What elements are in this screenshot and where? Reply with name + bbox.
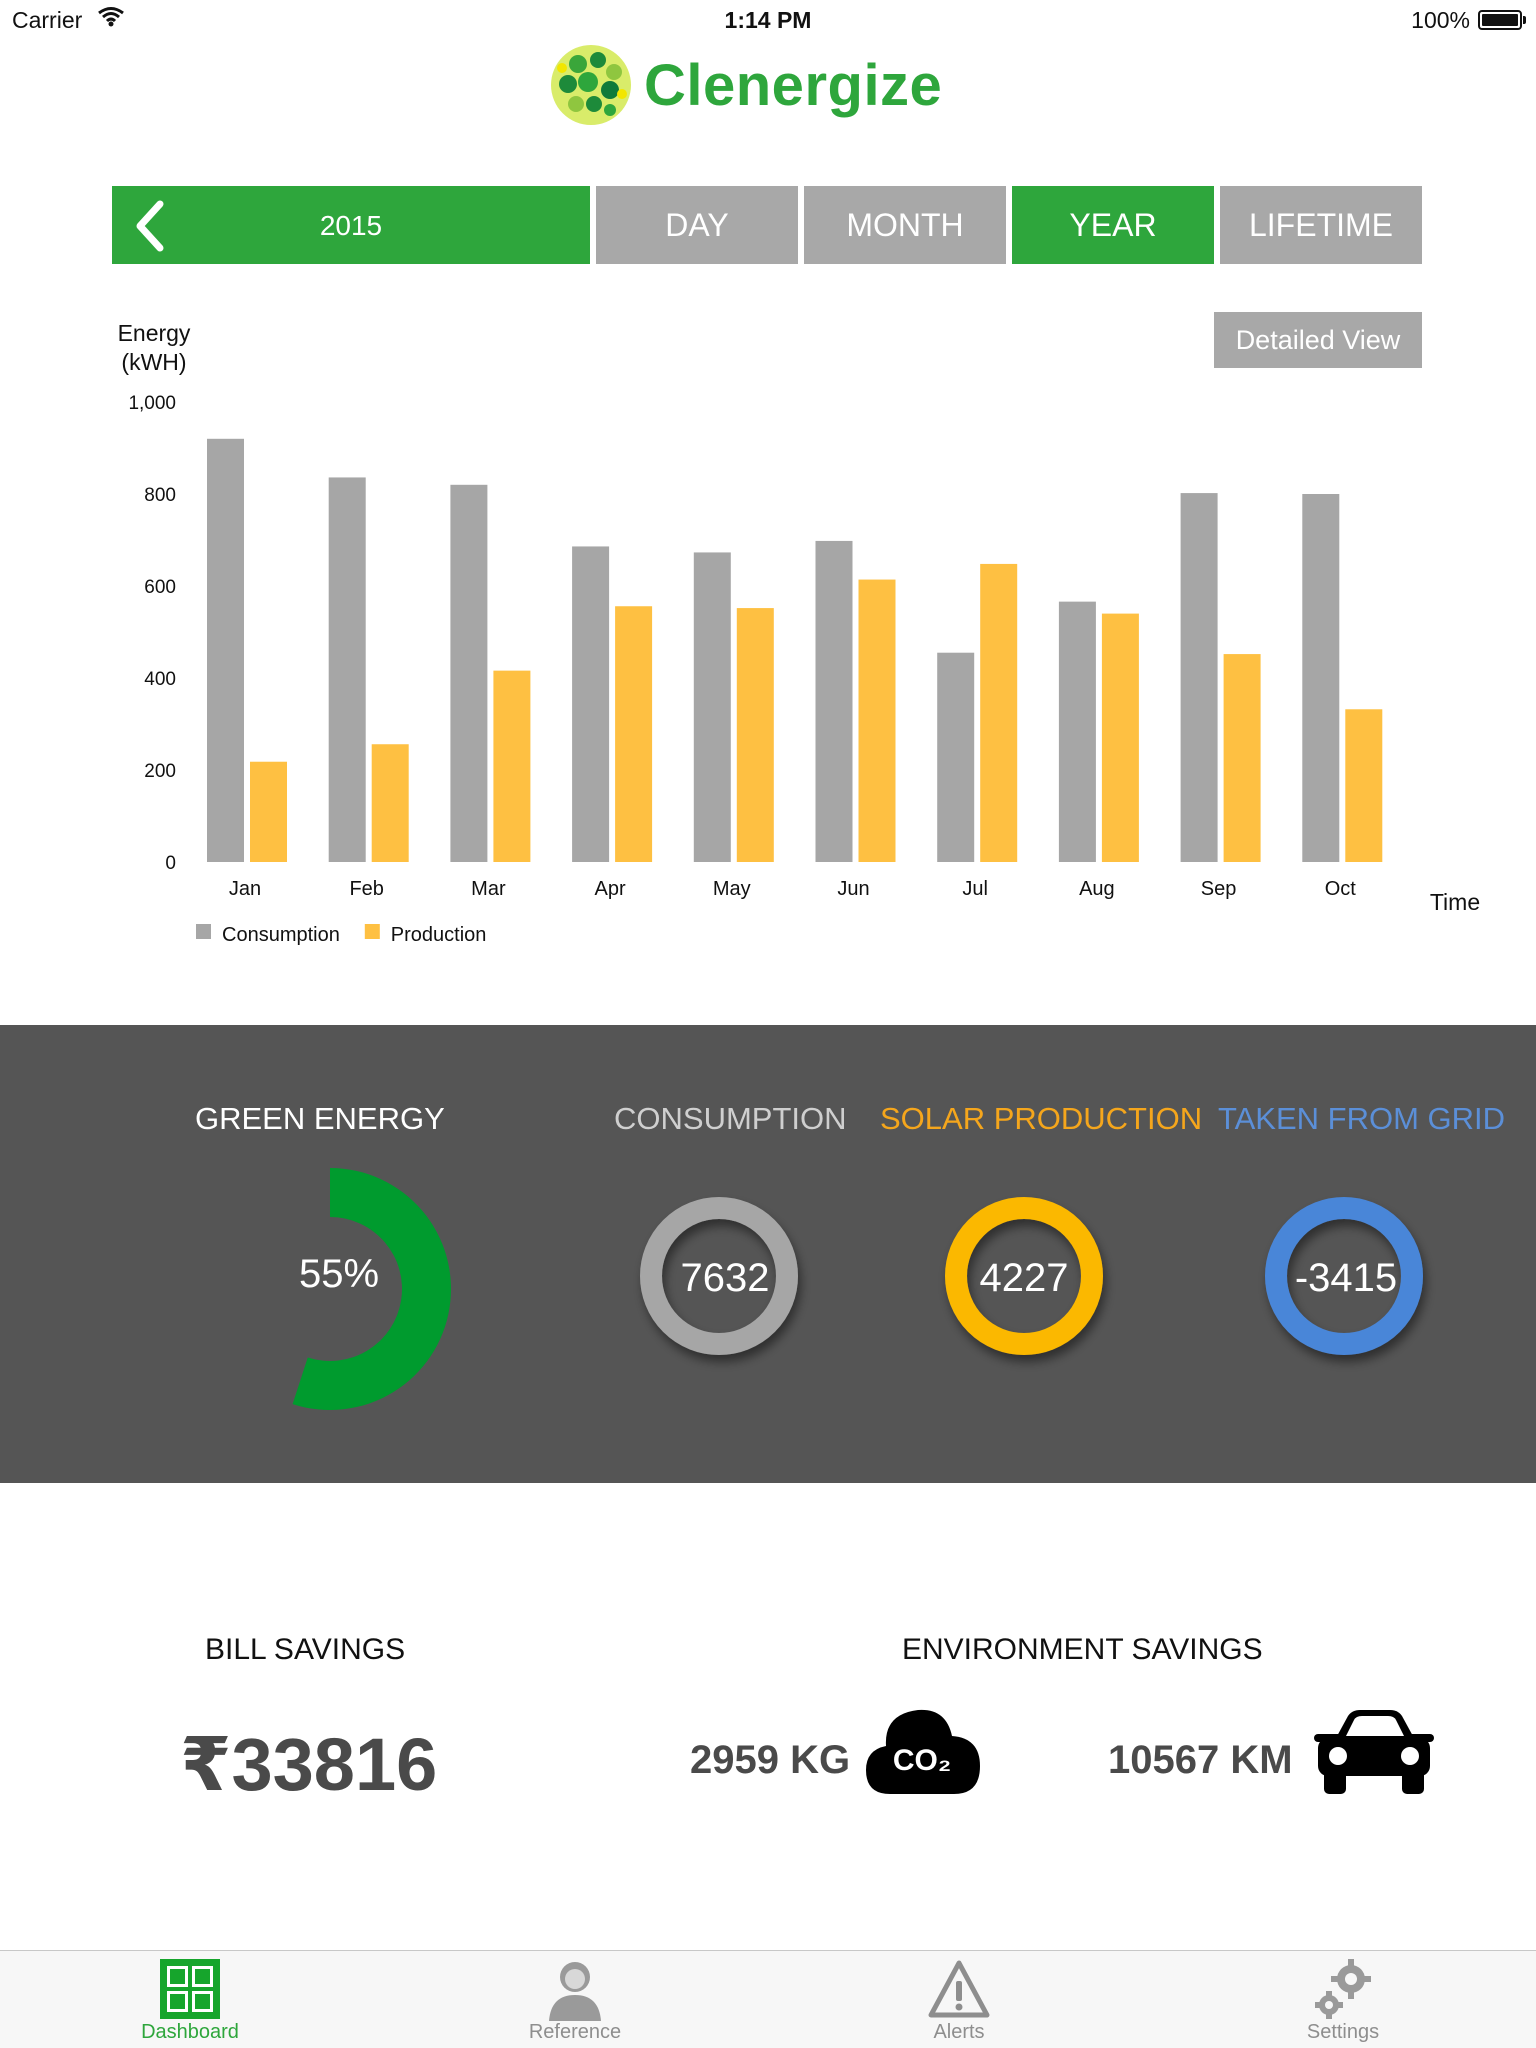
production-bar xyxy=(615,606,653,862)
production-bar xyxy=(493,670,531,862)
y-tick-label: 1,000 xyxy=(128,393,176,414)
clock: 1:14 PM xyxy=(724,7,812,33)
x-tick-label: Mar xyxy=(471,878,506,900)
tab-alerts[interactable]: Alerts xyxy=(859,1951,1059,2048)
battery-icon xyxy=(1478,10,1526,30)
green-energy-arc xyxy=(292,1168,451,1410)
green-energy-value: 55% xyxy=(299,1252,379,1296)
x-tick-label: Apr xyxy=(595,878,626,900)
grid-value: -3415 xyxy=(1295,1256,1397,1300)
co2-cloud-icon: CO₂ xyxy=(862,1700,984,1805)
consumption-bar xyxy=(328,477,366,862)
production-bar xyxy=(1223,654,1261,862)
grid-ring xyxy=(1265,1197,1423,1355)
green-energy-title: GREEN ENERGY xyxy=(195,1101,445,1136)
legend-consumption-label: Consumption xyxy=(222,924,340,946)
consumption-bar xyxy=(937,652,975,862)
x-tick-label: Sep xyxy=(1201,878,1237,900)
carrier-label: Carrier xyxy=(12,7,83,33)
tab-day[interactable]: DAY xyxy=(596,186,798,264)
solar-production-value: 4227 xyxy=(980,1256,1069,1300)
consumption-bar xyxy=(450,484,488,862)
x-tick-label: Jul xyxy=(962,878,988,900)
logo-globe-icon xyxy=(548,42,634,128)
x-tick-label: Jun xyxy=(837,878,869,900)
y-tick-label: 0 xyxy=(165,853,176,874)
production-bar xyxy=(858,579,896,862)
x-tick-label: Feb xyxy=(349,878,383,900)
tab-dashboard-label: Dashboard xyxy=(141,2021,239,2043)
tab-bar: Dashboard Reference Alerts xyxy=(0,1950,1536,2048)
car-icon xyxy=(1312,1708,1436,1801)
legend-consumption-swatch xyxy=(196,924,211,939)
taken-from-grid-title: TAKEN FROM GRID xyxy=(1218,1101,1506,1136)
bill-savings-value: ₹33816 xyxy=(180,1723,438,1806)
tab-reference[interactable]: Reference xyxy=(475,1951,675,2048)
x-tick-label: Jan xyxy=(229,878,261,900)
tab-lifetime[interactable]: LIFETIME xyxy=(1220,186,1422,264)
x-axis-title: Time xyxy=(1430,889,1480,915)
y-tick-label: 400 xyxy=(144,669,176,690)
dashboard-grid-icon xyxy=(158,1957,222,2021)
production-bar xyxy=(1101,613,1139,862)
y-axis-unit: (kWH) xyxy=(121,349,186,375)
energy-bar-chart: Energy (kWH) 0 200 400 600 800 1,000 Jan Feb Mar Ap… xyxy=(118,320,1481,946)
consumption-bar xyxy=(1058,601,1096,862)
tab-reference-label: Reference xyxy=(528,2021,622,2043)
co2-icon-text: CO₂ xyxy=(893,1744,951,1777)
battery-percent: 100% xyxy=(1411,7,1470,33)
stats-panel: 55% 7632 4227 -3415 GREEN ENERGY CONSUMP… xyxy=(0,1025,1536,1483)
current-year-label: 2015 xyxy=(319,210,383,241)
tab-settings[interactable]: Settings xyxy=(1243,1951,1443,2048)
y-axis-title: Energy xyxy=(118,320,191,346)
y-tick-label: 200 xyxy=(144,761,176,782)
tab-alerts-label: Alerts xyxy=(933,2021,985,2043)
consumption-bar xyxy=(1302,494,1340,862)
chevron-left-icon[interactable] xyxy=(132,200,166,257)
production-bar xyxy=(250,761,287,862)
tab-year[interactable]: YEAR xyxy=(1012,186,1214,264)
gears-icon xyxy=(1311,1957,1375,2021)
tab-month[interactable]: MONTH xyxy=(804,186,1006,264)
production-bar xyxy=(371,744,409,862)
x-tick-label: May xyxy=(713,878,751,900)
production-bar xyxy=(736,608,774,862)
brand-name: Clenergize xyxy=(644,52,943,118)
production-bar xyxy=(980,563,1018,862)
tab-dashboard[interactable]: Dashboard xyxy=(90,1951,290,2048)
consumption-value: 7632 xyxy=(681,1256,770,1300)
production-bar xyxy=(1345,709,1383,862)
year-navigator: 2015 xyxy=(112,186,590,264)
consumption-bar xyxy=(815,540,853,862)
consumption-bar xyxy=(1180,493,1218,862)
warning-icon xyxy=(927,1957,991,2021)
wifi-icon xyxy=(98,6,124,34)
consumption-bar xyxy=(572,546,610,862)
co2-savings-value: 2959 KG xyxy=(690,1738,851,1782)
environment-savings-title: ENVIRONMENT SAVINGS xyxy=(902,1633,1263,1666)
consumption-title: CONSUMPTION xyxy=(614,1101,847,1136)
y-tick-label: 800 xyxy=(144,485,176,506)
consumption-bar xyxy=(693,552,731,862)
app-logo: Clenergize xyxy=(548,40,942,130)
legend-production-swatch xyxy=(364,924,380,939)
consumption-bar xyxy=(207,438,244,862)
detailed-view-button[interactable]: Detailed View xyxy=(1214,312,1422,368)
solar-production-ring xyxy=(945,1197,1103,1355)
person-icon xyxy=(543,1957,607,2021)
stats-donuts: 55% 7632 4227 -3415 xyxy=(292,1168,1423,1410)
distance-savings-value: 10567 KM xyxy=(1108,1738,1293,1782)
y-tick-label: 600 xyxy=(144,577,176,598)
status-bar: Carrier 1:14 PM 100% xyxy=(0,0,1536,40)
x-tick-label: Oct xyxy=(1325,878,1357,900)
legend-production-label: Production xyxy=(391,924,487,946)
x-tick-label: Aug xyxy=(1079,878,1115,900)
consumption-ring xyxy=(640,1197,798,1355)
tab-settings-label: Settings xyxy=(1306,2021,1380,2043)
bill-savings-title: BILL SAVINGS xyxy=(205,1633,406,1666)
solar-production-title: SOLAR PRODUCTION xyxy=(880,1101,1203,1136)
